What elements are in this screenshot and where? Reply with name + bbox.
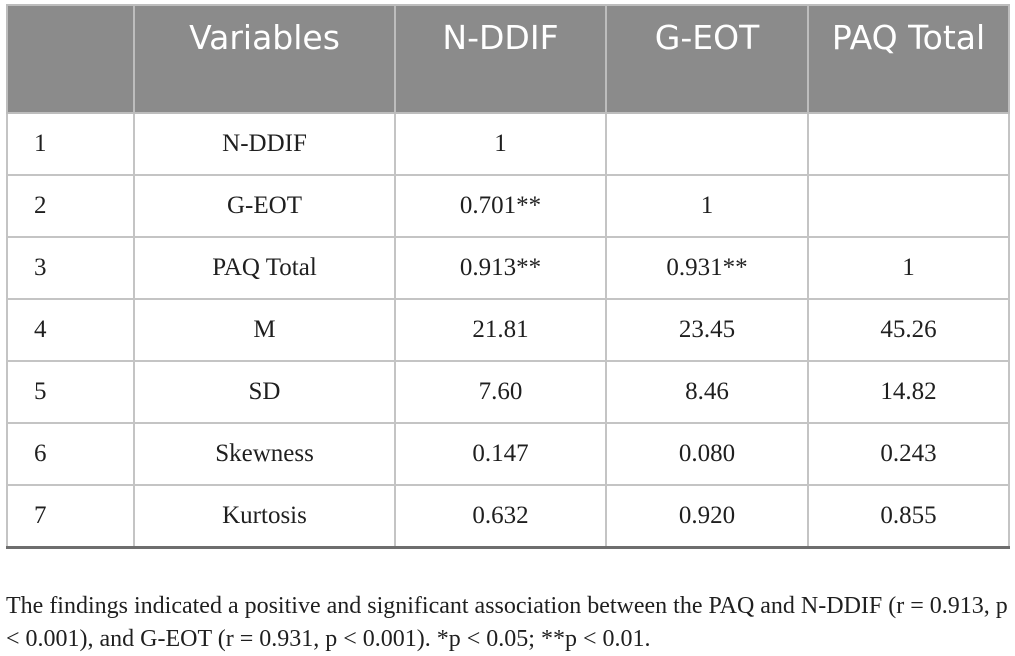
cell-index: 6 [6, 422, 135, 486]
header-row: Variables N-DDIF G-EOT PAQ Total [6, 4, 1010, 114]
cell-index: 1 [6, 112, 135, 176]
cell-g-eot: 8.46 [605, 360, 809, 424]
cell-n-ddif: 1 [394, 112, 607, 176]
header-variables: Variables [133, 4, 396, 114]
cell-variable: M [133, 298, 396, 362]
table-row: 6 Skewness 0.147 0.080 0.243 [6, 422, 1010, 486]
cell-variable: SD [133, 360, 396, 424]
cell-n-ddif: 0.913** [394, 236, 607, 300]
table-row: 7 Kurtosis 0.632 0.920 0.855 [6, 484, 1010, 549]
cell-index: 4 [6, 298, 135, 362]
cell-variable: PAQ Total [133, 236, 396, 300]
cell-paq-total [807, 174, 1010, 238]
cell-paq-total: 1 [807, 236, 1010, 300]
table-body: 1 N-DDIF 1 2 G-EOT 0.701** 1 3 PAQ Total… [6, 112, 1010, 549]
header-g-eot: G-EOT [605, 4, 809, 114]
table-row: 2 G-EOT 0.701** 1 [6, 174, 1010, 238]
table-row: 3 PAQ Total 0.913** 0.931** 1 [6, 236, 1010, 300]
statistics-table: Variables N-DDIF G-EOT PAQ Total 1 N-DDI… [6, 4, 1010, 549]
header-n-ddif: N-DDIF [394, 4, 607, 114]
cell-index: 2 [6, 174, 135, 238]
cell-paq-total: 14.82 [807, 360, 1010, 424]
cell-n-ddif: 7.60 [394, 360, 607, 424]
table-header: Variables N-DDIF G-EOT PAQ Total [6, 4, 1010, 114]
table-row: 1 N-DDIF 1 [6, 112, 1010, 176]
cell-n-ddif: 0.701** [394, 174, 607, 238]
cell-index: 3 [6, 236, 135, 300]
cell-variable: Skewness [133, 422, 396, 486]
table-footnote: The findings indicated a positive and si… [6, 593, 1008, 652]
cell-g-eot [605, 112, 809, 176]
cell-paq-total: 0.855 [807, 484, 1010, 549]
cell-n-ddif: 21.81 [394, 298, 607, 362]
cell-g-eot: 0.931** [605, 236, 809, 300]
table-row: 4 M 21.81 23.45 45.26 [6, 298, 1010, 362]
cell-index: 5 [6, 360, 135, 424]
cell-paq-total [807, 112, 1010, 176]
cell-g-eot: 23.45 [605, 298, 809, 362]
cell-paq-total: 0.243 [807, 422, 1010, 486]
cell-paq-total: 45.26 [807, 298, 1010, 362]
table-row: 5 SD 7.60 8.46 14.82 [6, 360, 1010, 424]
cell-g-eot: 1 [605, 174, 809, 238]
cell-index: 7 [6, 484, 135, 549]
cell-variable: Kurtosis [133, 484, 396, 549]
cell-variable: N-DDIF [133, 112, 396, 176]
cell-n-ddif: 0.147 [394, 422, 607, 486]
header-paq-total: PAQ Total [807, 4, 1010, 114]
cell-g-eot: 0.920 [605, 484, 809, 549]
cell-variable: G-EOT [133, 174, 396, 238]
cell-n-ddif: 0.632 [394, 484, 607, 549]
header-index [6, 4, 135, 114]
cell-g-eot: 0.080 [605, 422, 809, 486]
